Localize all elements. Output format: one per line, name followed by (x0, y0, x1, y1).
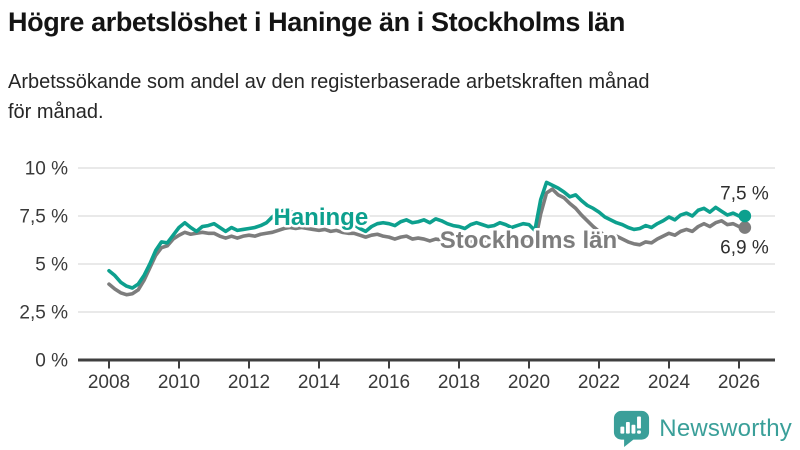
x-tick-label: 2010 (158, 372, 200, 393)
unemployment-line-chart: 0 % 2,5 % 5 % 7,5 % 10 % 2008 2010 2012 2014 2016… (19, 159, 775, 393)
x-tick-label: 2018 (438, 372, 480, 393)
x-tick-label: 2014 (298, 372, 341, 393)
x-tick-label: 2008 (88, 372, 130, 393)
series-line-haninge (107, 180, 747, 290)
series-end-label-stockholms-län: 6,9 % (720, 237, 769, 258)
x-tick-label: 2026 (718, 372, 760, 393)
newsworthy-wordmark: Newsworthy (659, 414, 792, 442)
page-subtitle: Arbetssökande som andel av den registerb… (8, 67, 792, 127)
series-label-haninge: Haninge (274, 204, 369, 231)
y-tick-label: 10 % (25, 159, 68, 180)
subtitle-line-1: Arbetssökande som andel av den registerb… (8, 71, 650, 93)
series-end-dot-haninge (738, 209, 752, 223)
x-tick-label: 2020 (508, 372, 550, 393)
series-end-label-haninge: 7,5 % (720, 184, 769, 205)
bar-chart-glyph (620, 416, 642, 434)
x-tick-label: 2012 (228, 372, 270, 393)
y-axis-labels: 0 % 2,5 % 5 % 7,5 % 10 % (19, 159, 68, 372)
y-tick-label: 2,5 % (19, 303, 68, 324)
newsworthy-logo: Newsworthy (613, 410, 792, 447)
y-tick-label: 0 % (35, 351, 68, 372)
y-tick-label: 7,5 % (19, 207, 68, 228)
series-label-stockholms-län: Stockholms län (440, 227, 617, 254)
y-tick-label: 5 % (35, 255, 68, 276)
series-line-stockholms-län (107, 187, 747, 297)
x-axis: 2008 2010 2012 2014 2016 2018 2020 2022 2024 2026 (78, 358, 775, 393)
subtitle-line-2: för månad. (8, 101, 104, 123)
y-gridlines (78, 167, 775, 313)
x-tick-label: 2024 (648, 372, 691, 393)
series-end-dot-stockholms-län (738, 221, 752, 234)
page-title: Högre arbetslöshet i Haninge än i Stockh… (8, 7, 625, 37)
bar-chart-speech-bubble-icon (614, 410, 650, 447)
x-tick-label: 2022 (578, 372, 620, 393)
x-tick-label: 2016 (368, 372, 410, 393)
